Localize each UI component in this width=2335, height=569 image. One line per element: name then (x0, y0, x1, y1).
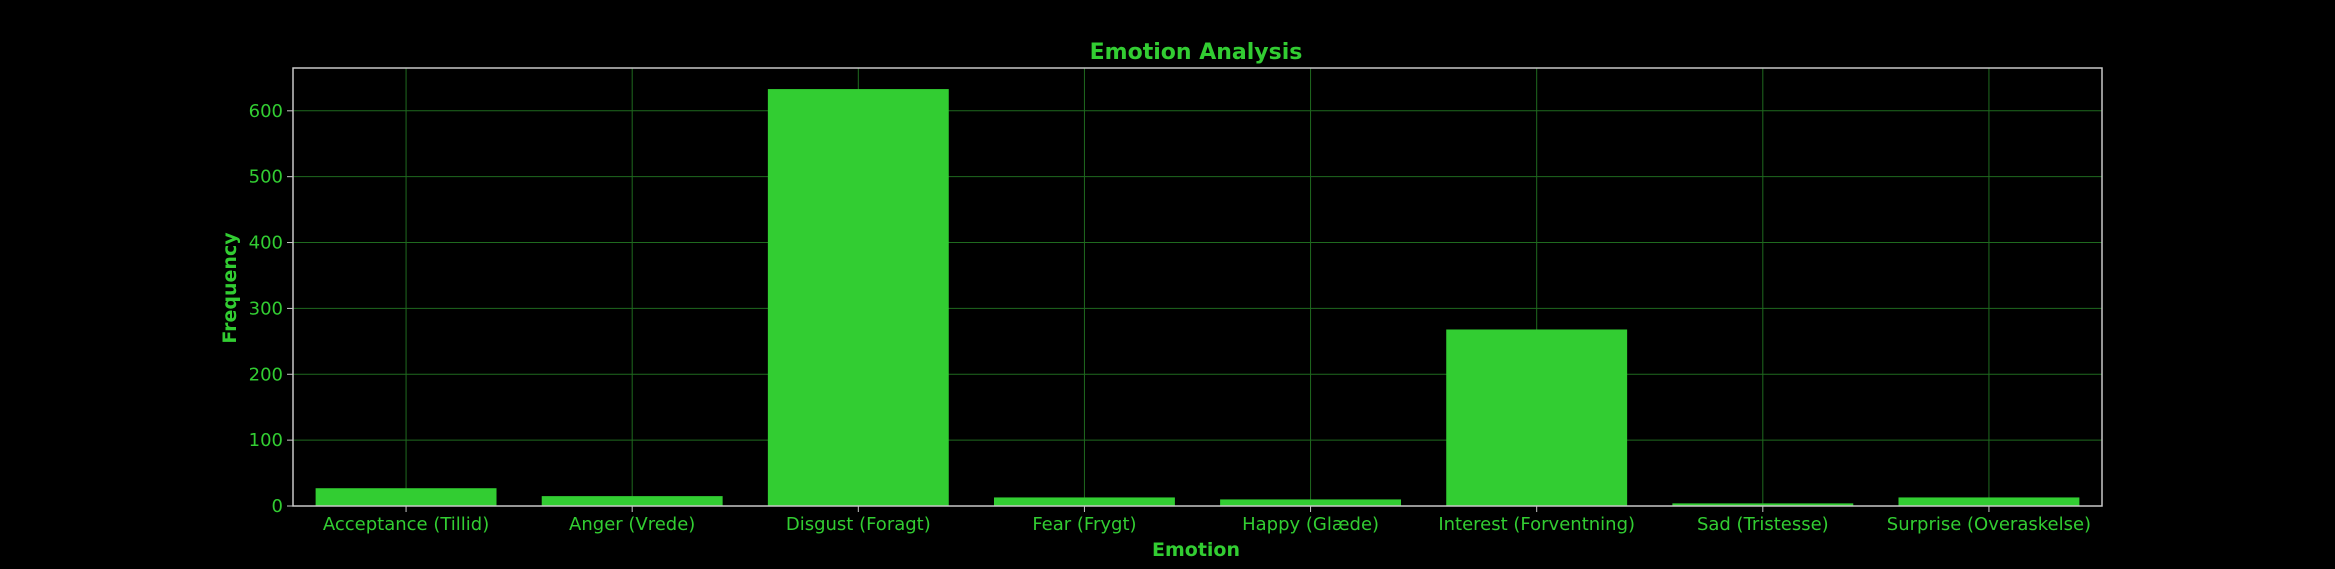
grid-lines (293, 68, 2102, 507)
y-tick-label: 500 (249, 167, 283, 188)
x-tick-label: Acceptance (Tillid) (323, 514, 489, 535)
bar-0 (315, 488, 497, 506)
bar-6 (1672, 503, 1854, 506)
y-tick-label: 400 (249, 233, 283, 254)
y-axis-label: Frequency (219, 232, 241, 344)
bar-7 (1898, 497, 2080, 506)
bar-5 (1446, 329, 1628, 506)
x-tick-label: Happy (Glæde) (1242, 514, 1379, 535)
x-axis-label: Emotion (1152, 539, 1240, 561)
x-tick-label: Fear (Frygt) (1032, 514, 1136, 535)
y-tick-label: 0 (272, 496, 283, 517)
x-tick-label: Surprise (Overaskelse) (1887, 514, 2091, 535)
y-tick-label: 100 (249, 430, 283, 451)
plot-frame (292, 67, 2103, 507)
x-tick-label: Disgust (Foragt) (786, 514, 931, 535)
bar-2 (767, 89, 949, 506)
x-tick-label: Sad (Tristesse) (1697, 514, 1829, 535)
y-tick-label: 300 (249, 298, 283, 319)
bars (315, 89, 2080, 506)
chart-title: Emotion Analysis (1090, 40, 1303, 65)
x-tick-label: Interest (Forventning) (1438, 514, 1635, 535)
x-ticks: Acceptance (Tillid) Anger (Vrede) Disgust … (323, 506, 2091, 535)
bar-3 (993, 497, 1175, 506)
y-ticks: 0 100 200 300 400 500 600 (249, 101, 293, 517)
y-tick-label: 200 (249, 364, 283, 385)
y-tick-label: 600 (249, 101, 283, 122)
x-tick-label: Anger (Vrede) (569, 514, 695, 535)
bar-4 (1220, 499, 1402, 506)
bar-1 (541, 496, 723, 506)
